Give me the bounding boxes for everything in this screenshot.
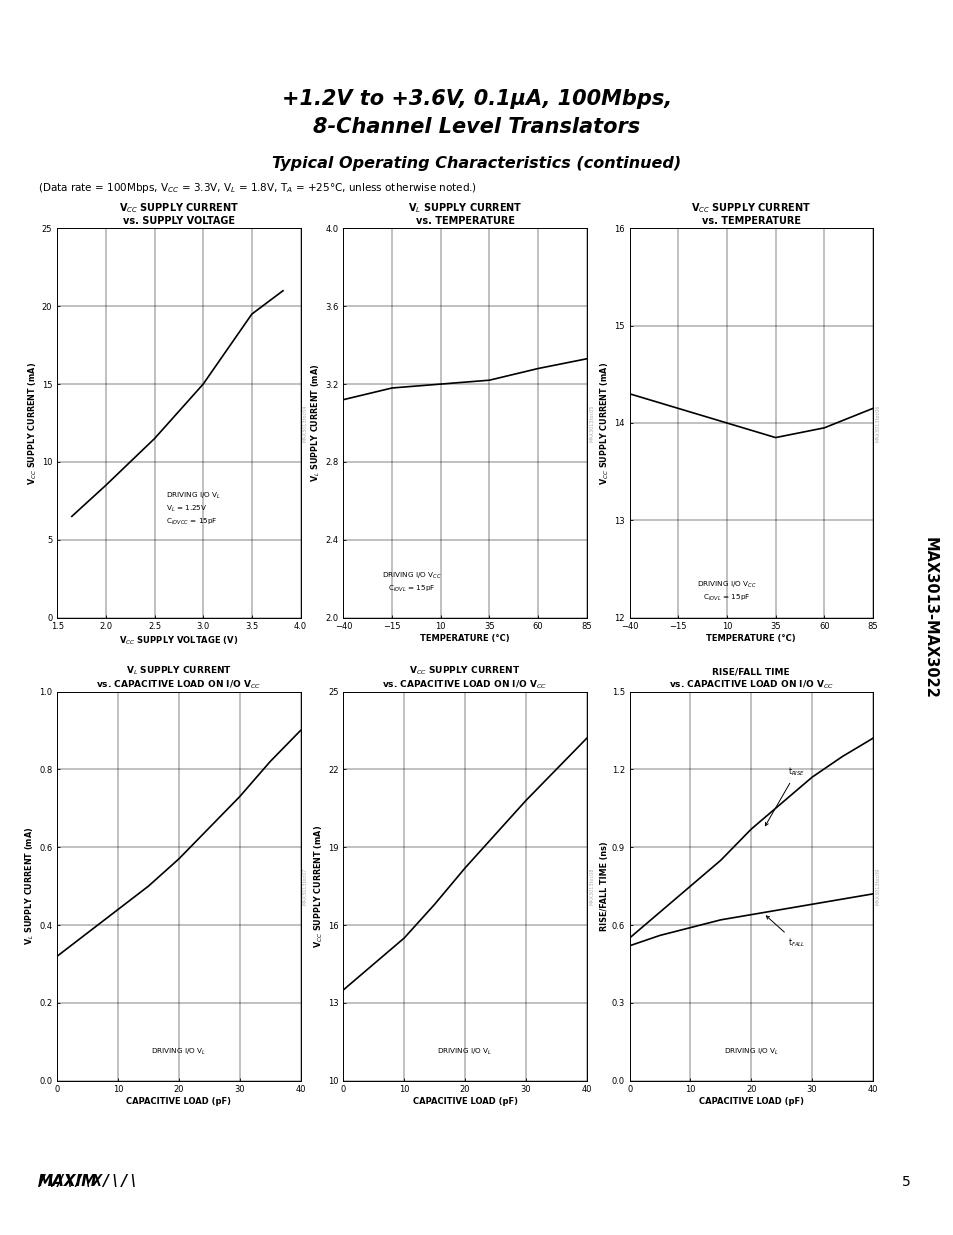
Title: V$_L$ SUPPLY CURRENT
vs. TEMPERATURE: V$_L$ SUPPLY CURRENT vs. TEMPERATURE (407, 201, 522, 226)
Y-axis label: V$_{CC}$ SUPPLY CURRENT (mA): V$_{CC}$ SUPPLY CURRENT (mA) (598, 362, 611, 484)
Text: MAXIM: MAXIM (38, 1174, 97, 1189)
Text: DRIVING I/O V$_L$: DRIVING I/O V$_L$ (723, 1047, 778, 1057)
Text: DRIVING I/O V$_{CC}$
C$_{IOVL}$ = 15pF: DRIVING I/O V$_{CC}$ C$_{IOVL}$ = 15pF (697, 579, 756, 603)
Text: t$_{RISE}$: t$_{RISE}$ (764, 766, 804, 826)
Y-axis label: V$_{CC}$ SUPPLY CURRENT (mA): V$_{CC}$ SUPPLY CURRENT (mA) (27, 362, 39, 484)
Text: MAX3013toc06: MAX3013toc06 (875, 404, 880, 442)
Text: DRIVING I/O V$_L$: DRIVING I/O V$_L$ (152, 1047, 206, 1057)
Text: DRIVING I/O V$_L$: DRIVING I/O V$_L$ (437, 1047, 492, 1057)
Text: MAX3013toc08: MAX3013toc08 (589, 867, 594, 905)
Y-axis label: RISE/FALL TIME (ns): RISE/FALL TIME (ns) (599, 841, 608, 931)
Text: (Data rate = 100Mbps, V$_{CC}$ = 3.3V, V$_L$ = 1.8V, T$_A$ = +25$\degree$C, unle: (Data rate = 100Mbps, V$_{CC}$ = 3.3V, V… (38, 180, 476, 195)
Text: 8-Channel Level Translators: 8-Channel Level Translators (314, 117, 639, 137)
Title: RISE/FALL TIME
vs. CAPACITIVE LOAD ON I/O V$_{CC}$: RISE/FALL TIME vs. CAPACITIVE LOAD ON I/… (668, 668, 833, 690)
Text: Typical Operating Characteristics (continued): Typical Operating Characteristics (conti… (273, 156, 680, 170)
Title: V$_L$ SUPPLY CURRENT
vs. CAPACITIVE LOAD ON I/O V$_{CC}$: V$_L$ SUPPLY CURRENT vs. CAPACITIVE LOAD… (96, 664, 261, 690)
Text: MAX3013-MAX3022: MAX3013-MAX3022 (922, 536, 937, 699)
Text: MAX3013toc05: MAX3013toc05 (589, 404, 594, 442)
Title: V$_{CC}$ SUPPLY CURRENT
vs. TEMPERATURE: V$_{CC}$ SUPPLY CURRENT vs. TEMPERATURE (690, 201, 811, 226)
Text: t$_{FALL}$: t$_{FALL}$ (765, 916, 804, 950)
Text: /\/\/\X/\/\: /\/\/\X/\/\ (38, 1174, 138, 1189)
Text: DRIVING I/O V$_L$
V$_L$ = 1.25V
C$_{IOVCC}$ = 15pF: DRIVING I/O V$_L$ V$_L$ = 1.25V C$_{IOVC… (166, 492, 221, 527)
X-axis label: CAPACITIVE LOAD (pF): CAPACITIVE LOAD (pF) (126, 1097, 232, 1107)
X-axis label: CAPACITIVE LOAD (pF): CAPACITIVE LOAD (pF) (698, 1097, 803, 1107)
X-axis label: TEMPERATURE (°C): TEMPERATURE (°C) (706, 634, 795, 643)
Text: MAX3013toc07: MAX3013toc07 (303, 867, 308, 905)
Y-axis label: V$_L$ SUPPLY CURRENT (mA): V$_L$ SUPPLY CURRENT (mA) (310, 364, 322, 482)
X-axis label: CAPACITIVE LOAD (pF): CAPACITIVE LOAD (pF) (412, 1097, 517, 1107)
Y-axis label: V$_L$ SUPPLY CURRENT (mA): V$_L$ SUPPLY CURRENT (mA) (24, 827, 36, 945)
Title: V$_{CC}$ SUPPLY CURRENT
vs. SUPPLY VOLTAGE: V$_{CC}$ SUPPLY CURRENT vs. SUPPLY VOLTA… (118, 201, 239, 226)
X-axis label: TEMPERATURE (°C): TEMPERATURE (°C) (420, 634, 509, 643)
Text: +1.2V to +3.6V, 0.1μA, 100Mbps,: +1.2V to +3.6V, 0.1μA, 100Mbps, (282, 89, 671, 109)
X-axis label: V$_{CC}$ SUPPLY VOLTAGE (V): V$_{CC}$ SUPPLY VOLTAGE (V) (119, 634, 238, 647)
Text: MAX3013toc09: MAX3013toc09 (875, 867, 880, 905)
Text: MAX3013toc04: MAX3013toc04 (303, 404, 308, 442)
Title: V$_{CC}$ SUPPLY CURRENT
vs. CAPACITIVE LOAD ON I/O V$_{CC}$: V$_{CC}$ SUPPLY CURRENT vs. CAPACITIVE L… (382, 664, 547, 690)
Y-axis label: V$_{CC}$ SUPPLY CURRENT (mA): V$_{CC}$ SUPPLY CURRENT (mA) (313, 825, 325, 947)
Text: DRIVING I/O V$_{CC}$
C$_{IOVL}$ = 15pF: DRIVING I/O V$_{CC}$ C$_{IOVL}$ = 15pF (381, 571, 441, 594)
Text: 5: 5 (902, 1174, 910, 1189)
